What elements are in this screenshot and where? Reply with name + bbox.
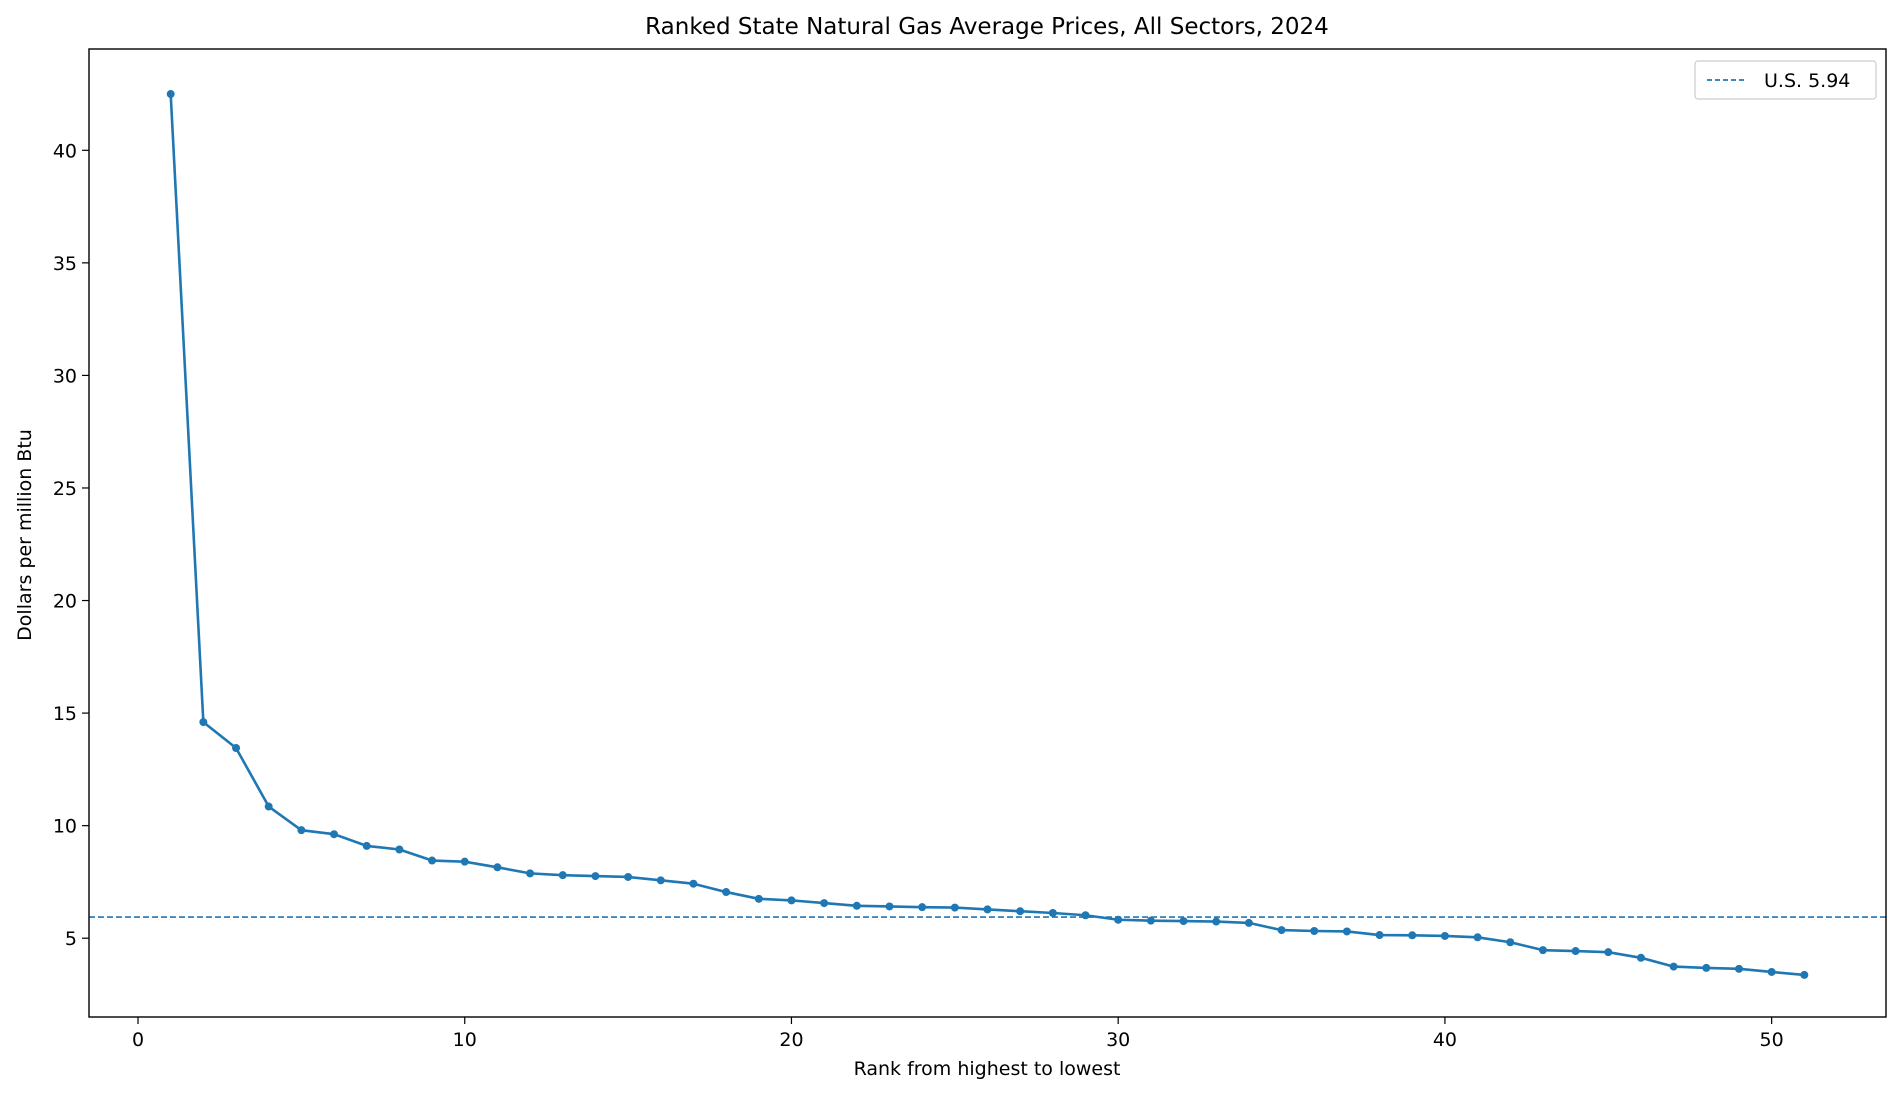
y-tick-label: 20 xyxy=(53,591,77,613)
x-tick-label: 40 xyxy=(1433,1029,1457,1051)
data-point xyxy=(460,857,469,866)
data-point xyxy=(526,869,535,878)
data-point xyxy=(558,871,567,880)
data-point xyxy=(1604,948,1613,957)
data-point xyxy=(1702,963,1711,972)
data-point xyxy=(362,841,371,850)
data-point xyxy=(1212,917,1221,926)
legend-box xyxy=(1694,60,1877,100)
data-point xyxy=(1375,931,1384,940)
y-axis-title: Dollars per million Btu xyxy=(14,429,36,641)
x-tick-label: 50 xyxy=(1760,1029,1784,1051)
data-point xyxy=(199,718,208,727)
data-point xyxy=(852,901,861,910)
data-point xyxy=(820,899,829,908)
legend-label: U.S. 5.94 xyxy=(1764,70,1850,92)
data-point xyxy=(624,872,633,881)
data-point xyxy=(950,903,959,912)
y-tick-label: 5 xyxy=(65,928,77,950)
x-tick-label: 10 xyxy=(453,1029,477,1051)
data-point xyxy=(1179,917,1188,926)
data-point xyxy=(1310,927,1319,936)
x-tick-label: 0 xyxy=(132,1029,144,1051)
data-point xyxy=(787,896,796,905)
plot-frame xyxy=(88,48,1887,1018)
data-point xyxy=(1146,916,1155,925)
data-point xyxy=(722,888,731,897)
data-point xyxy=(1048,908,1057,917)
data-point xyxy=(1571,947,1580,956)
data-point xyxy=(1767,967,1776,976)
data-point xyxy=(232,743,241,752)
data-point xyxy=(656,876,665,885)
x-tick-label: 20 xyxy=(779,1029,803,1051)
legend: U.S. 5.94 xyxy=(1694,60,1877,100)
data-point xyxy=(1114,915,1123,924)
data-point xyxy=(1669,962,1678,971)
data-point xyxy=(591,872,600,881)
data-point xyxy=(885,902,894,911)
data-point xyxy=(754,894,763,903)
data-point xyxy=(1408,931,1417,940)
data-point xyxy=(918,903,927,912)
data-point xyxy=(1800,970,1809,979)
data-point xyxy=(1016,907,1025,916)
data-point xyxy=(1538,946,1547,955)
data-point xyxy=(689,879,698,888)
x-tick-label: 30 xyxy=(1106,1029,1130,1051)
y-tick-label: 15 xyxy=(53,703,77,725)
y-tick-label: 40 xyxy=(53,140,77,162)
data-point xyxy=(1636,953,1645,962)
y-tick-label: 25 xyxy=(53,478,77,500)
plot-layer: 0 10 20 30 40 50 5 10 15 20 25 30 35 40 xyxy=(53,90,1886,1051)
y-tick-label: 10 xyxy=(53,816,77,838)
data-point xyxy=(1506,938,1515,947)
x-axis-title: Rank from highest to lowest xyxy=(854,1058,1121,1080)
data-point xyxy=(297,826,306,835)
data-point xyxy=(1244,918,1253,927)
data-point xyxy=(1734,964,1743,973)
y-tick-label: 35 xyxy=(53,253,77,275)
chart-title: Ranked State Natural Gas Average Prices,… xyxy=(645,14,1329,40)
data-point xyxy=(1277,926,1286,935)
data-point xyxy=(264,802,273,811)
data-point xyxy=(1473,933,1482,942)
data-point xyxy=(166,90,175,99)
data-point xyxy=(983,905,992,914)
data-point xyxy=(1081,911,1090,920)
data-point xyxy=(330,830,339,839)
data-point xyxy=(1440,931,1449,940)
data-point xyxy=(428,856,437,865)
data-point xyxy=(395,845,404,854)
y-tick-label: 30 xyxy=(53,365,77,387)
data-point xyxy=(1342,927,1351,936)
data-point xyxy=(493,863,502,872)
